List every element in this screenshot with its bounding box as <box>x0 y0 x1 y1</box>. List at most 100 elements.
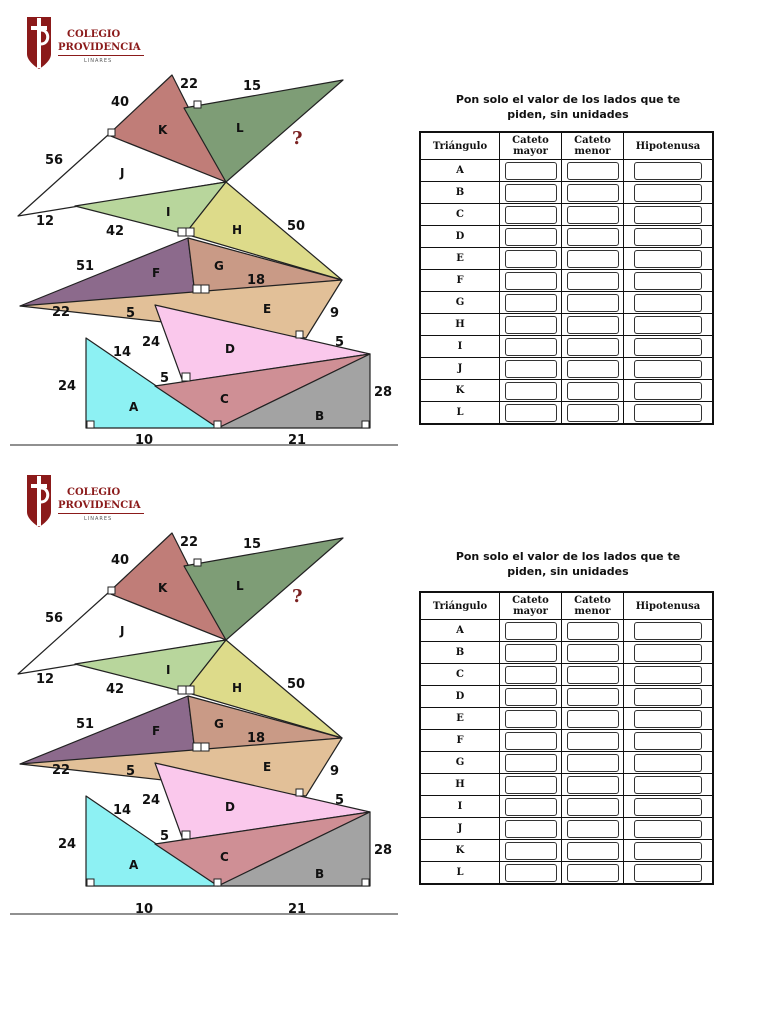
hipotenusa-answer-box[interactable] <box>634 228 702 247</box>
hipotenusa-answer-box[interactable] <box>634 710 702 729</box>
hipotenusa-answer-box[interactable] <box>634 316 702 335</box>
cateto-menor-answer-box[interactable] <box>566 776 619 795</box>
cateto-menor-answer-box[interactable] <box>566 360 619 379</box>
answer-table: Triángulo Cateto mayor Cateto menor Hipote… <box>419 591 714 885</box>
cateto-mayor-answer-box[interactable] <box>504 316 557 335</box>
side-label: 24 <box>58 379 76 394</box>
hipotenusa-answer-box[interactable] <box>634 688 702 707</box>
side-label: 21 <box>288 902 306 917</box>
cateto-mayor-answer-box[interactable] <box>504 294 557 313</box>
cateto-menor-answer-box[interactable] <box>566 272 619 291</box>
cateto-menor-answer-box[interactable] <box>566 162 619 181</box>
table-row: G <box>419 291 714 314</box>
hipotenusa-answer-box[interactable] <box>634 382 702 401</box>
cateto-menor-answer-box[interactable] <box>566 228 619 247</box>
hipotenusa-answer-box[interactable] <box>634 360 702 379</box>
cateto-mayor-answer-box[interactable] <box>504 688 557 707</box>
hipotenusa-cell <box>623 269 714 292</box>
hipotenusa-answer-box[interactable] <box>634 798 702 817</box>
cateto-mayor-answer-box[interactable] <box>504 644 557 663</box>
cateto-mayor-answer-box[interactable] <box>504 162 557 181</box>
cateto-mayor-answer-box[interactable] <box>504 228 557 247</box>
cateto-mayor-answer-box[interactable] <box>504 842 557 861</box>
cateto-menor-answer-box[interactable] <box>566 184 619 203</box>
hipotenusa-answer-box[interactable] <box>634 842 702 861</box>
hipotenusa-answer-box[interactable] <box>634 666 702 685</box>
cateto-menor-answer-box[interactable] <box>566 404 619 423</box>
instructions-line-1: Pon solo el valor de los lados que te <box>455 93 681 106</box>
hipotenusa-cell <box>623 773 714 796</box>
cateto-mayor-answer-box[interactable] <box>504 776 557 795</box>
cateto-mayor-answer-box[interactable] <box>504 338 557 357</box>
hipotenusa-answer-box[interactable] <box>634 864 702 883</box>
cateto-mayor-cell <box>499 619 562 642</box>
table-row: B <box>419 641 714 664</box>
hipotenusa-answer-box[interactable] <box>634 776 702 795</box>
cateto-menor-answer-box[interactable] <box>566 754 619 773</box>
cateto-mayor-answer-box[interactable] <box>504 360 557 379</box>
table-row: E <box>419 707 714 730</box>
cateto-menor-answer-box[interactable] <box>566 338 619 357</box>
cateto-menor-answer-box[interactable] <box>566 688 619 707</box>
table-row: G <box>419 751 714 774</box>
cateto-menor-answer-box[interactable] <box>566 382 619 401</box>
cateto-menor-answer-box[interactable] <box>566 644 619 663</box>
cateto-menor-answer-box[interactable] <box>566 666 619 685</box>
cateto-menor-answer-box[interactable] <box>566 250 619 269</box>
cateto-menor-answer-box[interactable] <box>566 294 619 313</box>
cateto-menor-answer-box[interactable] <box>566 316 619 335</box>
row-triangle-label: G <box>419 291 500 314</box>
table-header-row: Triángulo Cateto mayor Cateto menor Hipote… <box>419 591 714 620</box>
cateto-mayor-answer-box[interactable] <box>504 404 557 423</box>
cateto-mayor-answer-box[interactable] <box>504 732 557 751</box>
cateto-menor-answer-box[interactable] <box>566 622 619 641</box>
cateto-menor-answer-box[interactable] <box>566 798 619 817</box>
row-triangle-label: J <box>419 357 500 380</box>
hipotenusa-answer-box[interactable] <box>634 184 702 203</box>
logo-line-2: PROVIDENCIA <box>58 42 141 53</box>
cateto-menor-answer-box[interactable] <box>566 732 619 751</box>
side-label: 21 <box>288 433 306 448</box>
cateto-menor-answer-box[interactable] <box>566 820 619 839</box>
cateto-menor-cell <box>561 291 624 314</box>
cateto-menor-cell <box>561 335 624 358</box>
cateto-menor-answer-box[interactable] <box>566 864 619 883</box>
side-label: 5 <box>335 793 344 808</box>
instructions-line-2: piden, sin unidades <box>507 565 629 578</box>
cateto-mayor-answer-box[interactable] <box>504 798 557 817</box>
cateto-menor-answer-box[interactable] <box>566 842 619 861</box>
cateto-mayor-answer-box[interactable] <box>504 206 557 225</box>
hipotenusa-answer-box[interactable] <box>634 338 702 357</box>
cateto-mayor-answer-box[interactable] <box>504 820 557 839</box>
triangle-label: K <box>158 581 168 595</box>
hipotenusa-answer-box[interactable] <box>634 754 702 773</box>
worksheet-bottom: COLEGIO PROVIDENCIA LINARES <box>0 458 768 918</box>
hipotenusa-answer-box[interactable] <box>634 272 702 291</box>
cateto-mayor-cell <box>499 335 562 358</box>
hipotenusa-answer-box[interactable] <box>634 162 702 181</box>
cateto-mayor-answer-box[interactable] <box>504 382 557 401</box>
cateto-menor-cell <box>561 707 624 730</box>
cateto-menor-answer-box[interactable] <box>566 206 619 225</box>
cateto-mayor-answer-box[interactable] <box>504 754 557 773</box>
table-row: H <box>419 313 714 336</box>
hipotenusa-answer-box[interactable] <box>634 250 702 269</box>
hipotenusa-answer-box[interactable] <box>634 206 702 225</box>
hipotenusa-answer-box[interactable] <box>634 820 702 839</box>
table-row: A <box>419 159 714 182</box>
hipotenusa-answer-box[interactable] <box>634 294 702 313</box>
unknown-side-mark: ? <box>292 128 303 149</box>
cateto-mayor-answer-box[interactable] <box>504 272 557 291</box>
hipotenusa-cell <box>623 357 714 380</box>
hipotenusa-answer-box[interactable] <box>634 622 702 641</box>
hipotenusa-answer-box[interactable] <box>634 732 702 751</box>
hipotenusa-answer-box[interactable] <box>634 404 702 423</box>
cateto-mayor-answer-box[interactable] <box>504 622 557 641</box>
cateto-menor-answer-box[interactable] <box>566 710 619 729</box>
cateto-mayor-answer-box[interactable] <box>504 250 557 269</box>
hipotenusa-answer-box[interactable] <box>634 644 702 663</box>
cateto-mayor-answer-box[interactable] <box>504 184 557 203</box>
cateto-mayor-answer-box[interactable] <box>504 864 557 883</box>
cateto-mayor-answer-box[interactable] <box>504 666 557 685</box>
cateto-mayor-answer-box[interactable] <box>504 710 557 729</box>
